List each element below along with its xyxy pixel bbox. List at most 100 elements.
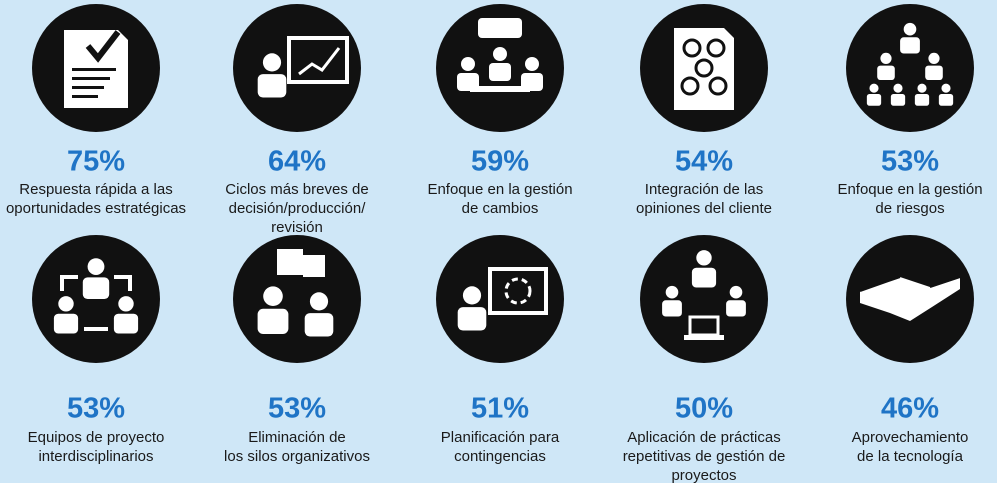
label-line: proyectos <box>671 467 736 483</box>
icon-puzzle <box>303 255 325 277</box>
icon <box>457 267 548 331</box>
icon-line <box>72 68 116 71</box>
icon-body <box>691 267 717 288</box>
icon-arrows <box>60 275 132 331</box>
icon-head <box>493 47 507 61</box>
label-line: opiniones del cliente <box>636 200 772 217</box>
icon-head <box>525 57 539 71</box>
label-line: Ciclos más breves de <box>225 181 368 198</box>
label-line: Enfoque en la gestión <box>837 181 982 198</box>
icon-circle <box>640 235 768 363</box>
item: 54% Integración de las opiniones del clien… <box>636 4 772 217</box>
icon-body <box>257 308 289 334</box>
icon <box>53 258 139 334</box>
icon-body <box>304 313 334 337</box>
icon-body <box>489 63 511 81</box>
percentage: 53% <box>881 146 939 178</box>
item: 53% Eliminación de los silos organizativos <box>224 235 370 465</box>
icon-body <box>914 94 930 106</box>
icon-body <box>726 300 746 317</box>
icon-circle <box>233 4 361 132</box>
icon <box>457 18 543 92</box>
icon-body <box>53 313 79 334</box>
icon-bubble <box>478 18 522 38</box>
icon <box>859 276 961 321</box>
icon-head <box>87 258 105 275</box>
percentage: 50% <box>675 393 733 425</box>
label-line: repetitivas de gestión de <box>623 448 786 465</box>
percentage: 51% <box>471 393 529 425</box>
icon-body <box>113 313 139 334</box>
icon-head <box>461 57 475 71</box>
item: 53% Enfoque en la gestión de riesgos <box>837 4 983 217</box>
label-line: de riesgos <box>875 200 944 217</box>
label-line: contingencias <box>454 448 546 465</box>
icon-head <box>880 52 892 64</box>
icon-body <box>457 307 487 331</box>
icon-head <box>462 286 482 305</box>
icon-body <box>257 74 287 98</box>
icon-body <box>877 65 895 80</box>
label-line: Enfoque en la gestión <box>427 181 572 198</box>
icon-head <box>917 83 927 93</box>
label-line: Equipos de proyecto <box>28 429 165 446</box>
item: 64% Ciclos más breves de decisión/producci… <box>225 4 369 236</box>
icon-node <box>680 76 700 96</box>
icon-head <box>58 296 74 312</box>
label-line: Integración de las <box>645 181 763 198</box>
label-line: Planificación para <box>441 429 560 446</box>
icon-head <box>263 286 283 306</box>
icon <box>662 250 746 340</box>
icon-head <box>941 83 951 93</box>
item: 50% Aplicación de prácticas repetitivas de… <box>623 235 786 483</box>
percentage: 64% <box>268 146 326 178</box>
icon-cuff <box>859 276 961 292</box>
icon-head <box>665 285 679 299</box>
icon-body <box>890 94 906 106</box>
icon-board <box>287 36 349 84</box>
label-line: oportunidades estratégicas <box>6 200 186 217</box>
percentage: 59% <box>471 146 529 178</box>
icon-laptop-base <box>684 335 724 340</box>
icon-node <box>706 38 726 58</box>
label-line: interdisciplinarios <box>38 448 153 465</box>
icon-puzzle <box>277 249 303 275</box>
icon-body <box>82 277 110 299</box>
icon <box>257 249 334 337</box>
icon-body <box>938 94 954 106</box>
item: 53% Equipos de proyecto interdisciplinario… <box>28 235 165 465</box>
icon-head <box>696 250 712 266</box>
icon-doc <box>674 28 734 110</box>
icon-trend <box>298 47 341 76</box>
label-line: de cambios <box>462 200 539 217</box>
icon-line <box>72 86 104 89</box>
icon-head <box>869 83 879 93</box>
icon-head <box>893 83 903 93</box>
icon <box>674 28 734 110</box>
item: 59% Enfoque en la gestión de cambios <box>427 4 573 217</box>
icon-head <box>928 52 940 64</box>
percentage: 54% <box>675 146 733 178</box>
icon-check <box>85 30 121 63</box>
icon-head <box>262 53 282 72</box>
percentage: 75% <box>67 146 125 178</box>
icon-body <box>662 300 682 317</box>
icon-body <box>900 37 920 54</box>
label-line: revisión <box>271 219 323 236</box>
label-line: de la tecnología <box>857 448 964 465</box>
icon-cycle <box>504 277 532 305</box>
icon-line <box>72 77 110 80</box>
percentage: 53% <box>268 393 326 425</box>
icon-node <box>694 58 714 78</box>
percentage: 53% <box>67 393 125 425</box>
icon-head <box>309 292 329 311</box>
icon-body <box>866 94 882 106</box>
icon-line <box>72 95 98 98</box>
item: 75% Respuesta rápida a las oportunidades e… <box>6 4 186 217</box>
icon-head <box>729 285 743 299</box>
icon-table <box>470 86 530 92</box>
icon <box>257 36 349 98</box>
label-line: Respuesta rápida a las <box>19 181 172 198</box>
